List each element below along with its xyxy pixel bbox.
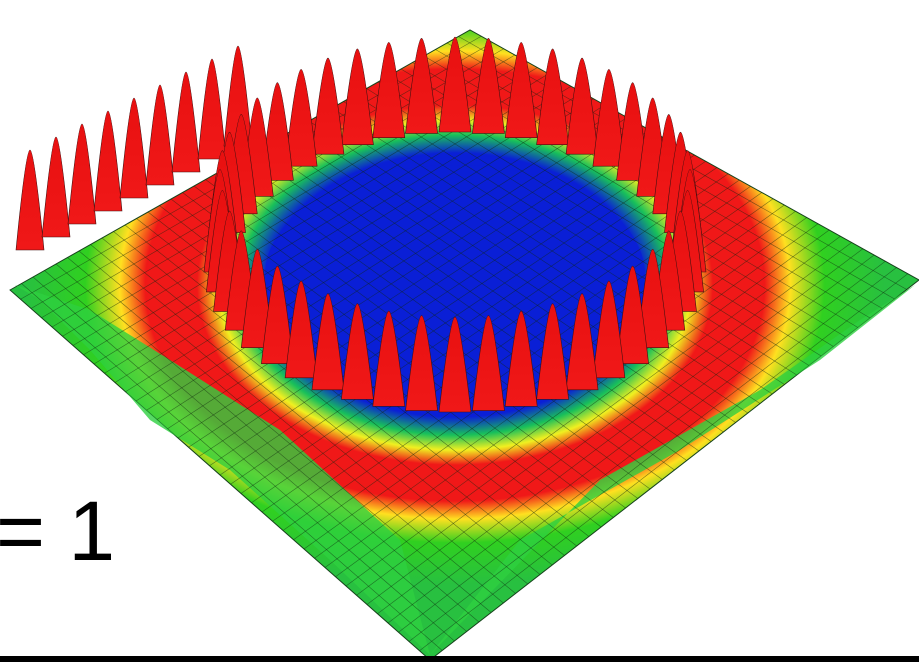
mesh-line — [345, 229, 830, 587]
peak — [284, 280, 318, 379]
peak — [93, 110, 123, 212]
surface-front-left — [15, 285, 430, 655]
mesh-line — [240, 167, 718, 494]
bottom-rule — [0, 656, 919, 662]
peak — [405, 38, 438, 134]
mesh-line — [356, 236, 841, 596]
mesh-line — [219, 154, 695, 476]
peak — [311, 57, 345, 155]
mesh-line — [274, 140, 712, 442]
equation-label: = 1 — [0, 484, 115, 578]
mesh-line — [343, 101, 785, 385]
peak — [15, 149, 45, 251]
mesh-line — [230, 161, 706, 485]
peak — [565, 57, 599, 155]
mesh-line — [320, 114, 761, 404]
mesh-line — [262, 146, 700, 452]
mesh-line — [331, 107, 773, 395]
peak — [145, 84, 175, 186]
peak — [472, 315, 505, 411]
mesh-line — [419, 273, 908, 651]
peak — [636, 248, 670, 348]
peak — [438, 316, 472, 413]
peak — [536, 303, 569, 400]
mesh-line — [366, 88, 810, 366]
mesh-line — [398, 261, 886, 633]
peak — [472, 38, 505, 134]
peak — [372, 310, 406, 407]
peak — [261, 265, 294, 364]
mesh-line — [387, 254, 875, 624]
peaks — [15, 36, 707, 413]
peak — [171, 71, 201, 173]
mesh-line — [335, 223, 819, 577]
peak — [41, 136, 71, 238]
mesh-line — [408, 267, 897, 642]
peak — [284, 69, 318, 167]
mesh-line — [308, 120, 749, 414]
peak — [197, 58, 227, 160]
mesh-line — [366, 242, 852, 605]
peak — [504, 310, 538, 407]
peak — [616, 265, 649, 364]
mesh-line — [251, 153, 687, 461]
mesh-line — [261, 179, 740, 513]
peak — [565, 293, 599, 391]
peak — [592, 280, 626, 379]
mesh-line — [297, 127, 736, 423]
mesh-line — [354, 94, 797, 376]
mesh-line — [285, 133, 724, 433]
peak — [405, 315, 438, 411]
peak — [504, 42, 538, 138]
mesh-line — [377, 248, 864, 614]
peak — [261, 82, 294, 181]
peak — [438, 36, 472, 133]
peak — [341, 48, 374, 145]
peak — [119, 97, 149, 199]
peak — [536, 48, 569, 145]
peak — [592, 69, 626, 167]
peak — [223, 45, 253, 147]
peak — [341, 303, 374, 400]
peak — [311, 293, 345, 391]
peak — [372, 42, 406, 138]
surface-front-right — [430, 285, 915, 655]
peak — [67, 123, 97, 225]
